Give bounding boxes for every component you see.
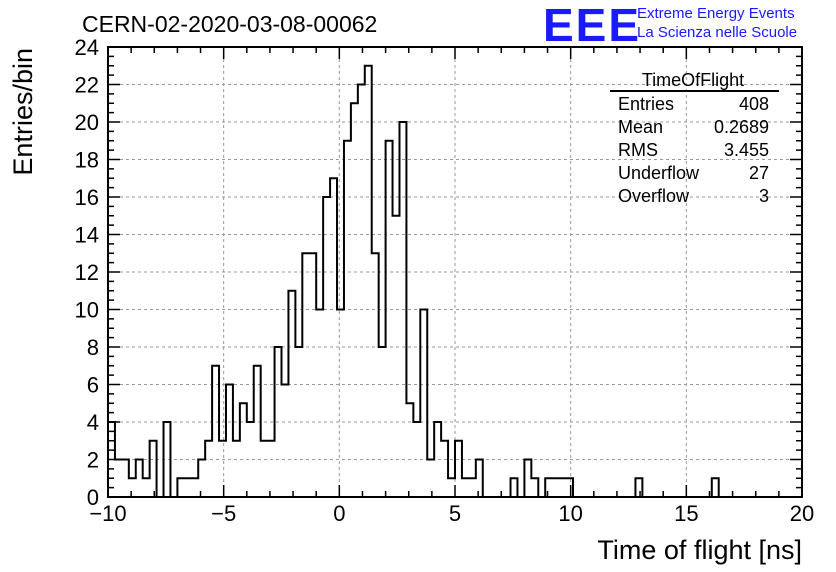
y-tick-label: 6: [87, 373, 99, 398]
x-tick-label: 0: [333, 501, 345, 526]
y-tick-label: 18: [75, 148, 99, 173]
grid-lines: [108, 47, 802, 497]
x-tick-labels: −10 −5 0 5 10 15 20: [89, 501, 814, 526]
logo-line-2: La Scienza nelle Scuole: [637, 24, 798, 41]
y-tick-label: 10: [75, 298, 99, 323]
stats-row-label: RMS: [618, 140, 658, 160]
stats-box: TimeOfFlight Entries 408 Mean 0.2689 RMS 3.45…: [610, 70, 779, 206]
stats-row-value: 3.455: [724, 140, 769, 160]
y-tick-label: 12: [75, 260, 99, 285]
stats-row-label: Overflow: [618, 186, 690, 206]
x-tick-label: −5: [211, 501, 236, 526]
y-tick-label: 2: [87, 448, 99, 473]
histogram-series: [107, 64, 802, 498]
logo-line-1: Extreme Energy Events: [637, 5, 795, 22]
y-tick-label: 24: [75, 35, 99, 60]
y-tick-label: 4: [87, 410, 99, 435]
x-tick-label: −10: [89, 501, 126, 526]
y-tick-label: 14: [75, 223, 99, 248]
y-tick-label: 16: [75, 185, 99, 210]
stats-row-value: 408: [739, 94, 769, 114]
y-tick-label: 20: [75, 110, 99, 135]
y-tick-label: 8: [87, 335, 99, 360]
x-tick-label: 20: [790, 501, 814, 526]
stats-row-value: 3: [759, 186, 769, 206]
x-axis-label: Time of flight [ns]: [597, 535, 802, 565]
stats-row-label: Entries: [618, 94, 674, 114]
eee-logo: EEE: [543, 0, 642, 51]
y-axis-label: Entries/bin: [8, 48, 38, 176]
stats-row-value: 27: [749, 163, 769, 183]
stats-row-value: 0.2689: [714, 117, 769, 137]
plot-frame: [107, 46, 803, 498]
x-tick-label: 10: [558, 501, 582, 526]
y-tick-label: 0: [87, 485, 99, 510]
stats-row-label: Underflow: [618, 163, 700, 183]
stats-box-title: TimeOfFlight: [642, 70, 744, 90]
y-tick-label: 22: [75, 73, 99, 98]
x-tick-label: 5: [449, 501, 461, 526]
x-tick-label: 15: [674, 501, 698, 526]
chart-title: CERN-02-2020-03-08-00062: [82, 11, 377, 37]
stats-row-label: Mean: [618, 117, 663, 137]
